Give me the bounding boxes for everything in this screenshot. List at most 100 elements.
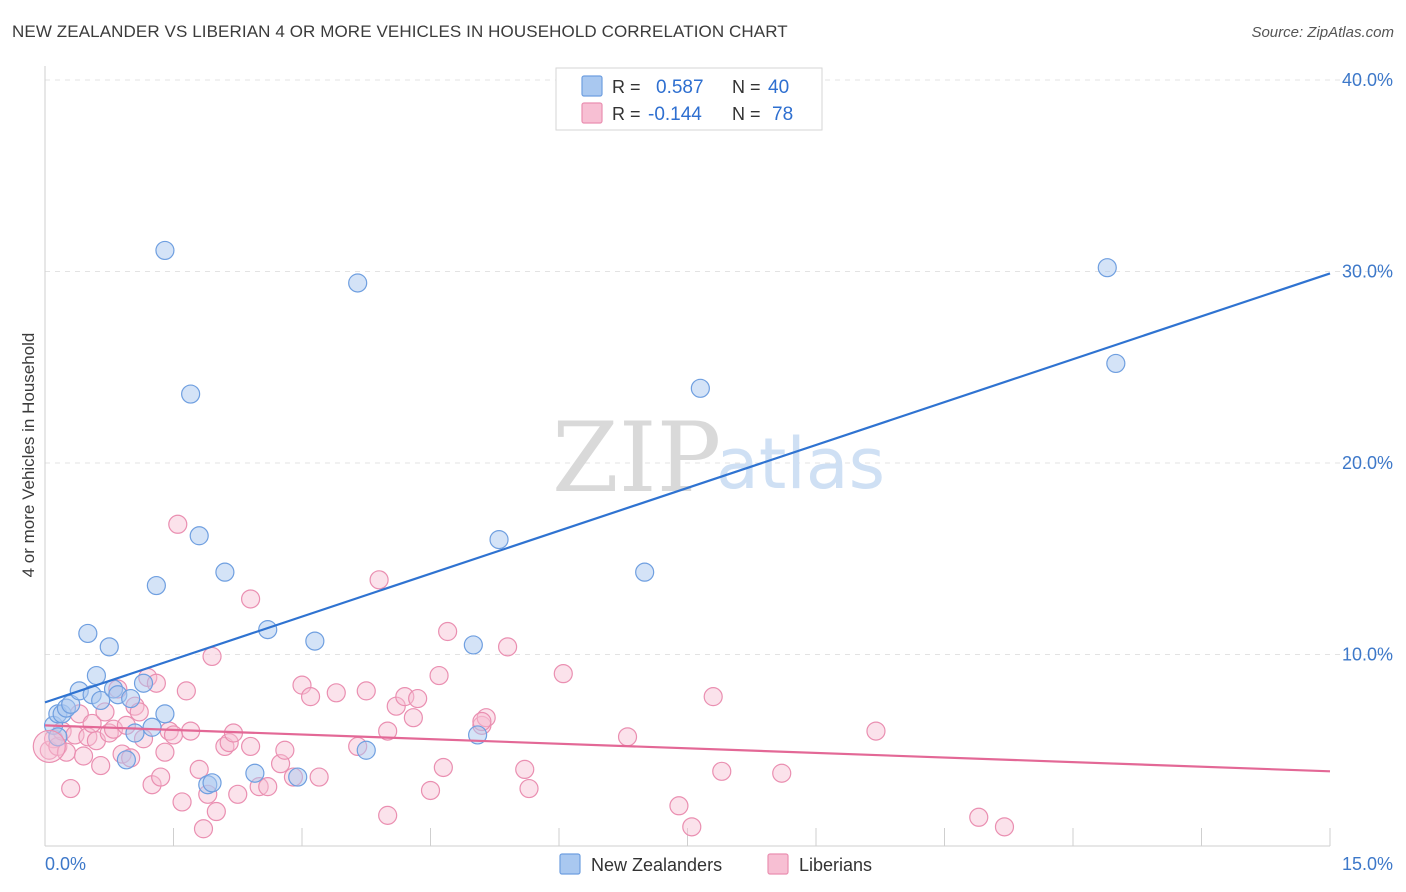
liberian-point-37 bbox=[202, 646, 222, 667]
nz-point-37 bbox=[690, 378, 710, 398]
liberian-point-51 bbox=[300, 687, 321, 707]
liberian-point-53 bbox=[326, 683, 346, 703]
nz-point-31 bbox=[348, 273, 368, 293]
liberian-point-21 bbox=[129, 702, 149, 722]
stats-legend-swatch-blue bbox=[581, 75, 603, 97]
nz-point-32 bbox=[356, 740, 376, 760]
nz-point-23 bbox=[189, 526, 209, 546]
source-label: Source: ZipAtlas.com bbox=[1251, 24, 1394, 41]
gridlines bbox=[45, 79, 1392, 655]
stats-n-label-2: N = bbox=[732, 104, 761, 124]
y-tick-label-1: 20.0% bbox=[1342, 453, 1393, 473]
nz-point-25 bbox=[202, 773, 222, 793]
y-axis-label: 4 or more Vehicles in Household bbox=[19, 333, 38, 578]
nz-point-11 bbox=[99, 637, 119, 657]
nz-point-21 bbox=[155, 240, 175, 261]
nz-point-1 bbox=[48, 727, 68, 747]
legend-swatch-liberians bbox=[767, 853, 789, 875]
stats-n-value-2: 78 bbox=[772, 104, 793, 125]
y-axis-label-group: 4 or more Vehicles in Household bbox=[19, 333, 38, 578]
liberian-point-12 bbox=[91, 755, 111, 776]
liberian-point-62 bbox=[408, 688, 428, 709]
liberian-point-74 bbox=[617, 727, 638, 747]
liberian-point-52 bbox=[309, 767, 329, 787]
liberian-point-82 bbox=[994, 817, 1015, 837]
watermark-atlas: atlas bbox=[716, 423, 885, 505]
nz-point-14 bbox=[116, 750, 136, 770]
nz-point-30 bbox=[305, 631, 325, 651]
watermark-zip: ZIP bbox=[552, 402, 721, 514]
stats-n-label-1: N = bbox=[732, 77, 761, 97]
nz-point-20 bbox=[155, 704, 175, 724]
nz-point-15 bbox=[121, 688, 141, 709]
liberian-point-46 bbox=[258, 777, 278, 797]
liberian-point-26 bbox=[151, 767, 171, 787]
stats-r-label-1: R = bbox=[612, 77, 641, 97]
x-tick-label-1: 15.0% bbox=[1342, 854, 1393, 874]
liberian-point-27 bbox=[155, 742, 175, 762]
liberian-point-8 bbox=[73, 746, 94, 766]
stats-r-value-2: -0.144 bbox=[648, 104, 702, 125]
liberian-point-30 bbox=[168, 514, 188, 534]
liberian-point-61 bbox=[403, 708, 423, 728]
liberian-point-31 bbox=[172, 792, 192, 812]
nz-point-5 bbox=[61, 694, 81, 714]
y-tick-label-2: 30.0% bbox=[1342, 262, 1393, 282]
legend-label-liberians: Liberians bbox=[799, 855, 872, 875]
stats-legend-swatch-pink bbox=[581, 102, 603, 124]
liberian-cluster-point bbox=[32, 729, 66, 764]
liberian-point-71 bbox=[515, 759, 535, 780]
liberian-point-72 bbox=[519, 778, 539, 799]
stats-n-value-1: 40 bbox=[768, 77, 789, 98]
liberian-point-77 bbox=[703, 687, 723, 707]
liberian-point-79 bbox=[772, 763, 792, 783]
liberian-point-5 bbox=[61, 778, 81, 799]
nz-point-27 bbox=[245, 763, 265, 783]
liberian-point-66 bbox=[438, 621, 458, 642]
liberian-point-42 bbox=[228, 784, 248, 804]
liberian-trend-line bbox=[44, 724, 1331, 773]
liberian-point-81 bbox=[969, 807, 989, 827]
legend-label-new-zealanders: New Zealanders bbox=[591, 855, 722, 875]
nz-point-28 bbox=[258, 620, 278, 640]
nz-point-10 bbox=[91, 690, 111, 711]
liberian-point-76 bbox=[682, 817, 702, 837]
stats-r-value-1: 0.587 bbox=[656, 77, 704, 98]
chart-title: NEW ZEALANDER VS LIBERIAN 4 OR MORE VEHI… bbox=[12, 22, 788, 41]
nz-point-36 bbox=[635, 562, 655, 582]
liberian-point-58 bbox=[378, 805, 398, 825]
data-points bbox=[32, 240, 1126, 839]
nz-point-39 bbox=[1106, 353, 1126, 374]
nz-point-7 bbox=[78, 623, 98, 644]
liberian-point-43 bbox=[241, 589, 261, 609]
nz-point-17 bbox=[133, 673, 154, 693]
liberian-point-44 bbox=[241, 736, 261, 757]
nz-point-33 bbox=[463, 635, 483, 655]
nz-point-38 bbox=[1097, 258, 1117, 278]
series-legend: New Zealanders Liberians bbox=[559, 853, 872, 875]
liberian-point-34 bbox=[189, 759, 209, 780]
stats-r-label-2: R = bbox=[612, 104, 641, 124]
stats-legend: R = 0.587 N = 40 R = -0.144 N = 78 bbox=[555, 67, 823, 131]
nz-point-26 bbox=[215, 562, 235, 582]
watermark: ZIP atlas bbox=[552, 402, 885, 514]
liberian-point-40 bbox=[219, 732, 239, 753]
liberian-point-35 bbox=[193, 819, 214, 839]
nz-point-19 bbox=[146, 575, 166, 596]
nz-point-18 bbox=[142, 717, 162, 737]
nz-point-16 bbox=[125, 723, 145, 743]
trend-lines bbox=[44, 272, 1331, 773]
y-tick-label-0: 10.0% bbox=[1342, 645, 1393, 665]
nz-point-35 bbox=[489, 529, 509, 550]
liberian-point-80 bbox=[866, 721, 886, 741]
liberian-point-64 bbox=[429, 665, 449, 686]
liberian-point-63 bbox=[420, 780, 441, 801]
liberian-point-73 bbox=[553, 664, 573, 684]
x-tick-label-0: 0.0% bbox=[45, 854, 86, 874]
liberian-point-70 bbox=[498, 637, 518, 657]
liberian-point-56 bbox=[369, 570, 389, 590]
liberian-point-57 bbox=[378, 721, 398, 741]
nz-point-34 bbox=[468, 725, 488, 745]
axes bbox=[44, 66, 1331, 847]
